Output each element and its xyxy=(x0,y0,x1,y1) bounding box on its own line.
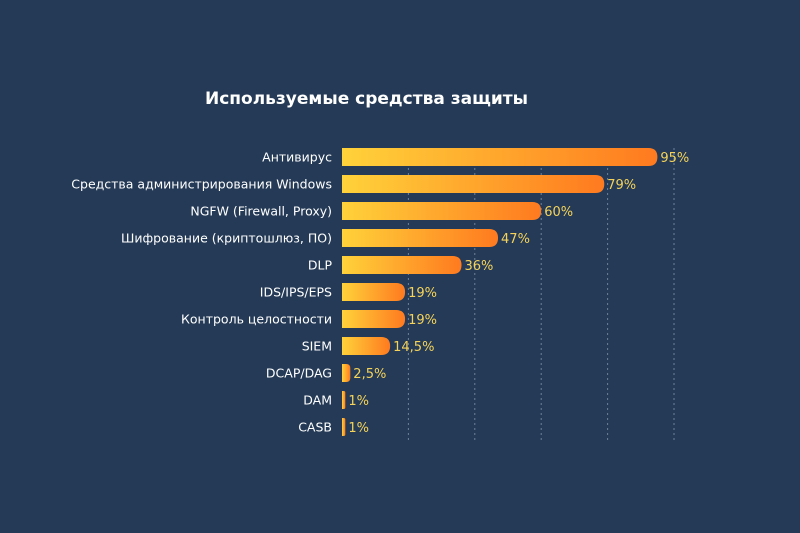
category-label: Средства администрирования Windows xyxy=(71,177,332,192)
value-label: 19% xyxy=(408,313,437,328)
grid-lines xyxy=(407,148,675,440)
bar xyxy=(342,175,605,193)
bar xyxy=(342,310,406,328)
value-label: 14,5% xyxy=(393,340,434,355)
category-label: Контроль целостности xyxy=(181,312,332,327)
value-label: 1% xyxy=(348,421,369,436)
bar xyxy=(342,283,406,301)
bar xyxy=(342,256,462,274)
bar xyxy=(342,391,346,409)
category-label: DAM xyxy=(303,393,332,408)
value-label: 2,5% xyxy=(353,367,386,382)
value-label: 95% xyxy=(660,151,689,166)
value-label: 19% xyxy=(408,286,437,301)
bar xyxy=(342,337,391,355)
bars: Антивирус 95% Средства администрирования W… xyxy=(71,148,689,436)
category-label: Шифрование (криптошлюз, ПО) xyxy=(121,231,332,246)
category-label: DCAP/DAG xyxy=(266,366,332,381)
bar xyxy=(342,364,351,382)
category-label: DLP xyxy=(308,258,333,273)
category-label: Антивирус xyxy=(262,150,332,165)
category-label: SIEM xyxy=(302,339,332,354)
bar xyxy=(342,418,346,436)
value-label: 1% xyxy=(348,394,369,409)
bar xyxy=(342,202,542,220)
bar xyxy=(342,148,658,166)
value-label: 60% xyxy=(544,205,573,220)
bar xyxy=(342,229,499,247)
category-label: CASB xyxy=(298,420,332,435)
value-label: 79% xyxy=(607,178,636,193)
chart-title: Используемые средства защиты xyxy=(205,89,528,109)
value-label: 36% xyxy=(465,259,494,274)
category-label: NGFW (Firewall, Proxy) xyxy=(190,204,332,219)
value-label: 47% xyxy=(501,232,530,247)
category-label: IDS/IPS/EPS xyxy=(260,285,332,300)
